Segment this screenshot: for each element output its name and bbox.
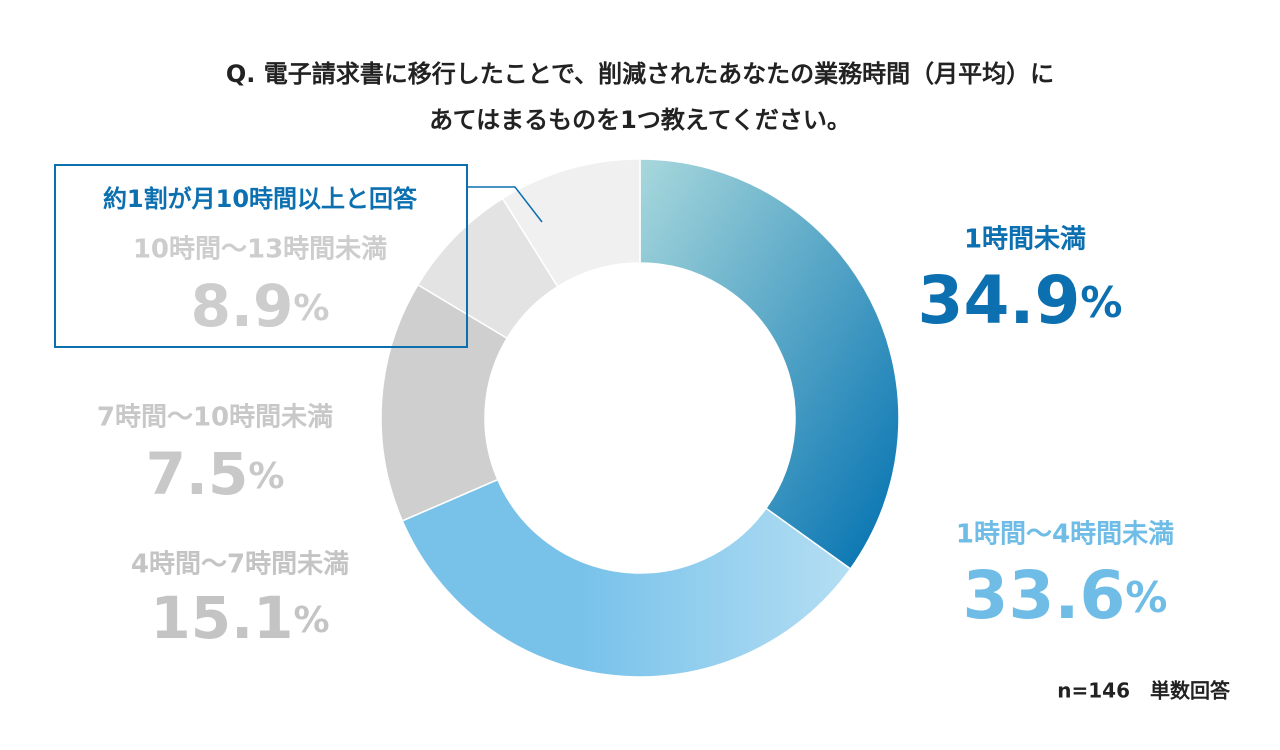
- value-unit: %: [293, 288, 329, 329]
- annotation-box: [54, 164, 468, 348]
- value-unit: %: [248, 456, 284, 497]
- value-number: 7.5: [146, 440, 249, 508]
- value-label: 15.1%: [150, 584, 329, 652]
- note: n=146 単数回答: [1057, 679, 1231, 703]
- chart-subtitle: あてはまるものを1つ教えてください。: [429, 106, 851, 134]
- value-unit: %: [1125, 573, 1167, 622]
- slice: [639, 158, 900, 570]
- chart-title: Q. 電子請求書に移行したことで、削減されたあなたの業務時間（月平均）に: [226, 60, 1054, 88]
- slice: [501, 158, 641, 288]
- value-unit: %: [294, 600, 330, 641]
- slice: [401, 478, 852, 678]
- value-label: 34.9%: [918, 262, 1123, 339]
- slice-label: 10時間〜13時間未満: [133, 235, 387, 265]
- slice-label: 1時間未満: [964, 225, 1086, 255]
- value-number: 33.6: [963, 557, 1126, 634]
- annotation-leader: [467, 186, 543, 223]
- value-label: 33.6%: [963, 557, 1168, 634]
- annotation: 約1割が月10時間以上と回答: [103, 185, 418, 213]
- slice-label: 4時間〜7時間未満: [131, 550, 349, 580]
- slice-label: 7時間〜10時間未満: [97, 403, 333, 433]
- value-label: 7.5%: [146, 440, 285, 508]
- value-label: 8.9%: [191, 272, 330, 340]
- slice-label: 1時間〜4時間未満: [956, 520, 1174, 550]
- value-number: 8.9: [191, 272, 294, 340]
- value-unit: %: [1080, 278, 1122, 327]
- value-number: 15.1: [150, 584, 293, 652]
- value-number: 34.9: [918, 262, 1081, 339]
